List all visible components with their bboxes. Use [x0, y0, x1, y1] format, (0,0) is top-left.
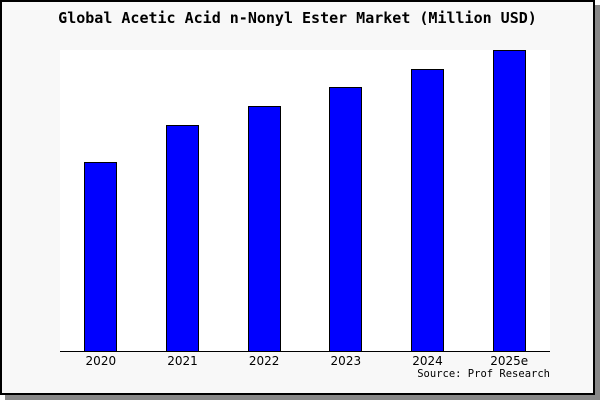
- x-tick-label-2022: 2022: [248, 354, 280, 368]
- x-tick-label-2020: 2020: [85, 354, 117, 368]
- chart-panel: Global Acetic Acid n-Nonyl Ester Market …: [0, 0, 595, 395]
- bar-2021: [166, 125, 199, 351]
- x-tick-label-2023: 2023: [330, 354, 362, 368]
- plot-area: [60, 50, 550, 352]
- bar-2020: [84, 162, 118, 351]
- bar-2023: [329, 87, 363, 351]
- bar-2022: [247, 106, 281, 351]
- x-tick-label-2025e: 2025e: [490, 354, 529, 368]
- chart-title: Global Acetic Acid n-Nonyl Ester Market …: [58, 9, 537, 27]
- x-tick-label-2024: 2024: [412, 354, 443, 368]
- source-note: Source: Prof Research: [417, 368, 550, 380]
- x-axis-labels: 2020 2021 2022 2023 2024 2025e: [60, 354, 550, 370]
- x-tick-label-2021: 2021: [167, 354, 198, 368]
- bar-2024: [411, 69, 444, 351]
- bar-2025e: [492, 50, 526, 351]
